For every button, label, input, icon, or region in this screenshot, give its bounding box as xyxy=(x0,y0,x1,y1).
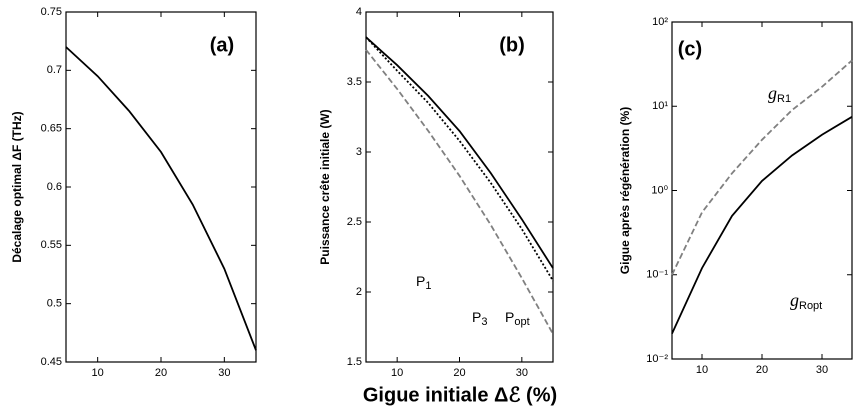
y-tick-label: 0.6 xyxy=(47,181,62,193)
x-axis-label: Gigue initiale Δℰ (%) xyxy=(363,384,557,406)
curve-label: gRopt xyxy=(790,290,822,312)
x-tick-label: 20 xyxy=(453,367,465,379)
y-tick-label: 0.55 xyxy=(41,239,62,251)
x-tick-label: 30 xyxy=(516,367,528,379)
series-line xyxy=(671,116,853,334)
panel-label: (c) xyxy=(678,38,702,60)
y-axis-label: Gigue après régénération (%) xyxy=(618,107,632,274)
curve-label: P1 xyxy=(416,273,431,292)
x-tick-label: 30 xyxy=(816,364,828,376)
plot-frame xyxy=(365,11,554,363)
y-tick-label: 0.75 xyxy=(41,6,62,18)
y-tick-label: 0.5 xyxy=(47,298,62,310)
y-tick-label: 0.7 xyxy=(47,64,62,76)
y-tick-label: 10⁻¹ xyxy=(646,269,668,281)
y-tick-label: 0.45 xyxy=(41,356,62,368)
y-tick-label: 10⁰ xyxy=(651,184,668,196)
y-tick-label: 2 xyxy=(356,286,362,298)
x-tick-label: 30 xyxy=(218,367,230,379)
x-tick-label: 10 xyxy=(391,367,403,379)
y-tick-label: 0.65 xyxy=(41,123,62,135)
y-tick-label: 1.5 xyxy=(347,356,362,368)
panel-label: (b) xyxy=(499,34,525,56)
panel-label: (a) xyxy=(210,34,234,56)
y-tick-label: 3.5 xyxy=(347,76,362,88)
y-axis-label: Puissance crête initiale (W) xyxy=(318,109,332,264)
x-tick-label: 10 xyxy=(92,367,104,379)
curve-label: Popt xyxy=(505,309,530,328)
y-tick-label: 10⁻² xyxy=(646,353,668,365)
y-tick-label: 3 xyxy=(356,146,362,158)
plot-frame xyxy=(65,11,257,363)
curve-label: gR1 xyxy=(768,83,791,105)
series-line xyxy=(65,46,257,351)
curve-label: P3 xyxy=(472,309,487,328)
x-tick-label: 20 xyxy=(756,364,768,376)
plot-frame xyxy=(671,21,853,360)
series-line xyxy=(671,59,853,276)
y-axis-label: Décalage optimal ΔF (THz) xyxy=(10,111,24,262)
series-line xyxy=(365,36,554,269)
series-line xyxy=(365,49,554,335)
y-tick-label: 10² xyxy=(652,16,668,28)
y-tick-label: 2.5 xyxy=(347,216,362,228)
x-tick-label: 20 xyxy=(155,367,167,379)
y-tick-label: 4 xyxy=(356,6,362,18)
series-line xyxy=(365,36,554,282)
y-tick-label: 10¹ xyxy=(652,100,668,112)
x-tick-label: 10 xyxy=(696,364,708,376)
